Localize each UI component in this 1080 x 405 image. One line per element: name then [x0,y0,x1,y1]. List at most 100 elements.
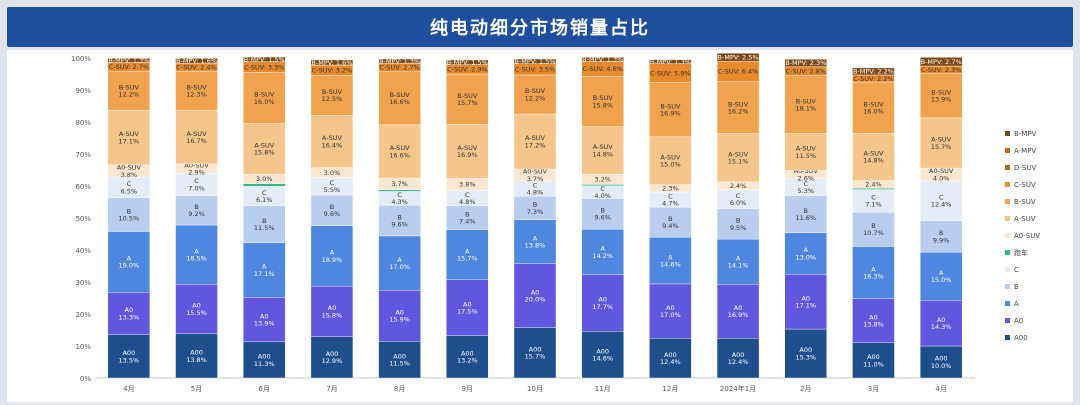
data-label: C [194,177,199,185]
bar-segment [175,333,218,379]
data-label: 15.8% [592,101,613,109]
data-label: C [330,179,335,187]
bar-segment [107,197,151,232]
bar-segment [784,195,827,233]
bar-segment [513,58,557,64]
data-label: A0 [192,302,201,310]
data-label: A [465,247,470,255]
bar-segment [581,274,624,332]
data-label: A [194,247,199,255]
data-label: 14.8% [863,157,884,165]
legend-swatch [1005,182,1010,187]
data-label: A00 [326,350,339,358]
bar-segment [919,180,963,221]
bar-segment [716,53,760,62]
bar-segment [649,283,692,339]
data-label: 15.7% [525,353,546,361]
x-tick-label: 10月 [527,385,543,393]
data-label: 16.9% [728,311,749,319]
data-label: 12.2% [525,94,546,102]
data-label: 14.6% [592,354,613,362]
x-tick-label: 6月 [258,385,269,393]
bar-segment [107,70,151,111]
data-label: 15.8% [322,311,343,319]
data-label: 13.0% [795,253,816,261]
bar-segment [378,235,421,291]
data-label: C [600,185,605,193]
legend-label: B-SUV [1014,198,1036,206]
data-label: 12.5% [322,95,343,103]
x-tick-label: 4月 [935,385,946,393]
data-label: 16.4% [322,141,343,149]
data-label: B-SUV [931,88,952,96]
data-label: 15.3% [795,353,816,361]
data-label: 10.0% [931,362,952,370]
data-label: A-SUV [119,130,140,138]
bar-segment [446,279,489,336]
data-label: A00 [122,349,135,357]
data-label: 16.6% [389,151,410,159]
bar-segment [716,338,760,379]
data-label: 3.8% [459,181,476,189]
data-label: A00 [393,352,406,360]
data-label: 12.3% [186,91,207,99]
data-label: 16.0% [254,98,275,106]
bar-segment [852,67,895,76]
data-label: C-SUV: 2.7% [109,63,149,71]
data-label: 6.5% [121,187,138,195]
x-tick-label: 2月 [800,385,811,393]
legend-swatch [1005,131,1010,136]
legend-label: A-SUV [1014,215,1036,223]
data-label: A-SUV [390,144,411,152]
bar-segment [919,220,963,253]
data-label: 11.5% [254,224,275,232]
data-label: B-SUV [457,92,478,100]
x-tick-label: 9月 [462,385,473,393]
bar-segment [107,231,151,293]
bar-segment [852,81,895,134]
data-label: A [871,265,876,273]
data-label: B-SUV [728,100,749,108]
data-label: 15.0% [660,161,681,169]
bar-segment [310,75,354,116]
data-label: 13.8% [186,356,207,364]
bar-segment [378,204,421,237]
bar-segment [243,56,286,63]
data-label: 11.5% [795,152,816,160]
bar-segment [581,228,624,275]
chart-panel: 0% 10% 20% 30% 40% 50% 60% 70% 80% 90% 100% A00 13.5… [7,50,1073,402]
legend-label: 跑车 [1014,248,1028,257]
bar-segment [243,297,286,343]
data-label: B [939,229,943,237]
data-label: 12.2% [119,90,140,98]
data-label: 17.1% [254,270,275,278]
bar-segment [310,59,354,66]
bar-segment [243,123,286,175]
legend-label: A [1014,300,1019,308]
y-tick-label: 60% [75,183,91,191]
data-label: C [871,194,876,202]
data-label: C-SUV: 2.4% [176,64,216,72]
bar-segment [852,212,895,247]
data-label: A [600,245,605,253]
data-label: A [330,249,335,257]
bar-segment [581,331,624,379]
data-label: 15.5% [186,309,207,317]
data-label: B-MPV: 2.7% [921,58,962,66]
data-label: A0 [666,304,675,312]
data-label: A0 [801,294,810,302]
data-label: 7.4% [459,218,476,226]
data-label: 3.2% [594,176,611,184]
data-label: 17.1% [119,137,140,145]
bar-segment [378,290,421,342]
data-label: 16.0% [863,107,884,115]
legend-swatch [1005,165,1010,170]
chart-title-bar: 纯电动细分市场销量占比 [7,7,1073,47]
data-label: B-MPV: 1.5% [514,58,555,66]
bar-segment [175,70,218,111]
bar-segment [378,341,421,379]
data-label: B-MPV: 1.3% [650,58,691,66]
bar-segment [919,345,963,379]
data-label: B-MPV: 2.3% [785,59,826,67]
bar-segment [243,205,286,243]
